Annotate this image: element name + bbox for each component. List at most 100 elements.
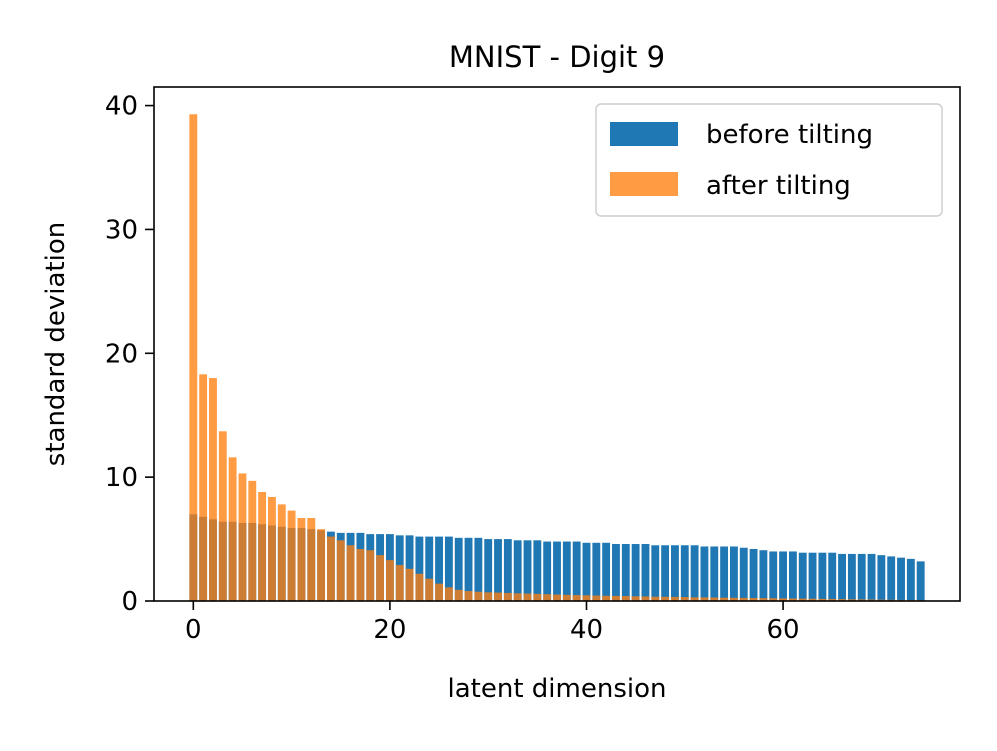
bar-after-tilting-20 (385, 560, 394, 601)
bar-before-tilting-60 (779, 551, 787, 601)
bar-after-tilting-19 (376, 555, 384, 601)
bar-after-tilting-12 (307, 518, 316, 601)
bar-after-tilting-53 (710, 597, 719, 601)
bar-before-tilting-57 (749, 548, 758, 601)
bar-before-tilting-53 (710, 546, 719, 601)
bar-after-tilting-41 (592, 595, 601, 601)
x-axis: 0 20 40 60 (185, 601, 800, 645)
bar-before-tilting-73 (906, 558, 915, 601)
bar-before-tilting-54 (720, 546, 729, 601)
bar-after-tilting-57 (749, 598, 758, 601)
bar-before-tilting-27 (454, 537, 463, 601)
bar-before-tilting-49 (671, 545, 679, 601)
bar-before-tilting-69 (867, 553, 876, 601)
bar-after-tilting-18 (366, 550, 375, 601)
bar-after-tilting-2 (209, 378, 217, 601)
bar-before-tilting-61 (788, 551, 797, 601)
bar-after-tilting-22 (405, 568, 414, 601)
bar-before-tilting-29 (474, 537, 483, 601)
bar-after-tilting-31 (494, 592, 502, 601)
legend-label-before-tilting: before tilting (706, 120, 873, 150)
bar-before-tilting-41 (592, 542, 601, 601)
bar-before-tilting-62 (798, 552, 807, 601)
bar-after-tilting-34 (523, 593, 532, 601)
bar-before-tilting-43 (612, 544, 620, 601)
bar-before-tilting-22 (405, 535, 414, 601)
bar-before-tilting-42 (602, 542, 611, 601)
bar-after-tilting-64 (818, 598, 827, 601)
bar-after-tilting-51 (690, 597, 699, 601)
bar-before-tilting-65 (828, 552, 837, 601)
bar-before-tilting-48 (661, 545, 670, 601)
bar-before-tilting-36 (543, 541, 552, 601)
bar-before-tilting-23 (415, 536, 424, 601)
bar-after-tilting-58 (759, 598, 768, 601)
bar-before-tilting-66 (838, 553, 846, 601)
bar-after-tilting-49 (671, 596, 679, 601)
chart-title: MNIST - Digit 9 (449, 40, 665, 74)
bar-after-tilting-65 (828, 599, 837, 601)
bar-after-tilting-37 (553, 594, 561, 601)
bar-after-tilting-56 (739, 597, 748, 601)
bar-after-tilting-66 (838, 599, 846, 601)
bar-after-tilting-3 (218, 431, 227, 601)
x-tick-label-0: 0 (185, 615, 202, 645)
bar-before-tilting-30 (484, 539, 493, 601)
bar-after-tilting-15 (336, 540, 345, 601)
bar-after-tilting-39 (572, 595, 581, 601)
y-tick-label-20: 20 (105, 339, 138, 369)
bar-before-tilting-56 (739, 547, 748, 601)
bar-before-tilting-31 (494, 539, 502, 601)
x-tick-label-40: 40 (570, 615, 603, 645)
bar-before-tilting-35 (533, 540, 542, 601)
plot-frame (153, 86, 961, 602)
bar-after-tilting-13 (317, 529, 326, 601)
bar-after-tilting-46 (641, 596, 650, 601)
x-tick-label-60: 60 (767, 615, 800, 645)
bar-after-tilting-45 (631, 596, 640, 601)
y-tick-label-0: 0 (121, 587, 138, 617)
series-after-tilting (189, 114, 925, 601)
bar-after-tilting-16 (346, 545, 355, 601)
y-tick-label-30: 30 (105, 215, 138, 245)
bar-before-tilting-63 (808, 552, 817, 601)
bar-after-tilting-35 (533, 593, 542, 601)
bar-before-tilting-39 (572, 541, 581, 601)
bar-before-tilting-28 (464, 537, 473, 601)
bar-before-tilting-46 (641, 544, 650, 601)
x-axis-label: latent dimension (448, 674, 667, 704)
bar-after-tilting-23 (415, 573, 424, 601)
bar-before-tilting-44 (621, 544, 630, 601)
bar-before-tilting-37 (553, 541, 561, 601)
bar-after-tilting-52 (700, 597, 709, 601)
bar-before-tilting-74 (916, 561, 925, 601)
bar-after-tilting-0 (189, 114, 198, 601)
bar-before-tilting-55 (730, 546, 738, 601)
bar-after-tilting-29 (474, 591, 483, 601)
bar-after-tilting-33 (513, 593, 522, 601)
bar-before-tilting-70 (877, 555, 886, 601)
bar-before-tilting-24 (425, 536, 434, 601)
bar-before-tilting-25 (435, 536, 443, 601)
bar-before-tilting-45 (631, 544, 640, 601)
bar-after-tilting-24 (425, 578, 434, 601)
bar-before-tilting-51 (690, 545, 699, 601)
bar-after-tilting-1 (199, 374, 208, 601)
bar-before-tilting-67 (847, 553, 856, 601)
bar-after-tilting-6 (248, 480, 257, 601)
bar-after-tilting-26 (444, 587, 453, 601)
legend-frame (595, 103, 943, 217)
bar-before-tilting-26 (444, 536, 453, 601)
y-axis: 0 10 20 30 40 (105, 92, 154, 617)
bar-after-tilting-50 (680, 597, 689, 601)
bar-after-tilting-32 (503, 592, 512, 601)
bar-after-tilting-44 (621, 596, 630, 601)
legend-label-after-tilting: after tilting (706, 171, 851, 201)
bar-after-tilting-38 (562, 594, 571, 601)
bar-after-tilting-9 (277, 504, 286, 601)
bar-after-tilting-7 (258, 492, 267, 601)
bar-before-tilting-38 (562, 541, 571, 601)
bar-after-tilting-5 (238, 473, 247, 601)
